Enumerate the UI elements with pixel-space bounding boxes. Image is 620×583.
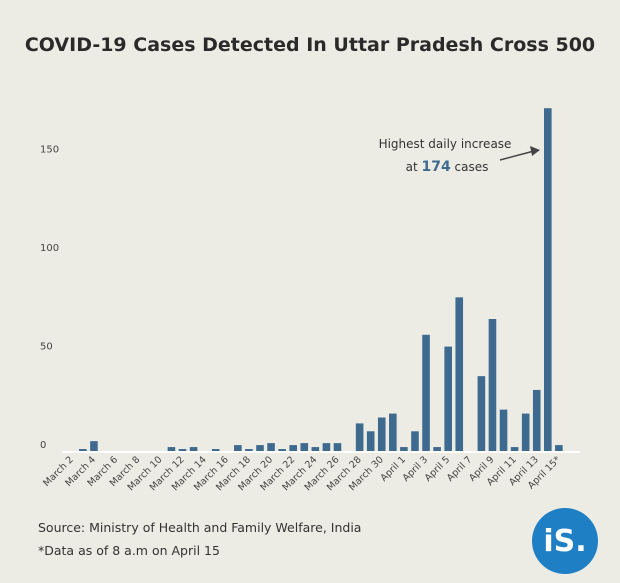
bar bbox=[433, 447, 441, 451]
bar bbox=[499, 409, 508, 451]
bar bbox=[278, 449, 286, 451]
annotation-line2: at 174 cases bbox=[406, 159, 489, 175]
bar bbox=[455, 297, 464, 451]
bar bbox=[267, 443, 275, 451]
bar bbox=[422, 334, 430, 451]
bar bbox=[411, 431, 419, 451]
bar bbox=[544, 108, 552, 451]
bar bbox=[555, 445, 563, 451]
bar bbox=[300, 443, 309, 451]
bar bbox=[400, 447, 408, 451]
source-note: Source: Ministry of Health and Family We… bbox=[38, 520, 362, 535]
bar bbox=[322, 443, 331, 451]
y-tick-label: 150 bbox=[40, 145, 59, 156]
bar bbox=[311, 447, 320, 451]
y-tick-label: 50 bbox=[40, 342, 53, 353]
bar bbox=[488, 319, 497, 451]
bar bbox=[79, 449, 87, 451]
bar bbox=[366, 431, 375, 451]
bar bbox=[389, 413, 397, 451]
bar bbox=[211, 449, 220, 451]
bar bbox=[333, 443, 342, 451]
bar bbox=[377, 417, 386, 451]
bar bbox=[289, 445, 297, 451]
bar bbox=[521, 413, 530, 451]
bar bbox=[532, 389, 541, 451]
bar bbox=[510, 447, 519, 451]
chart-title: COVID-19 Cases Detected In Uttar Pradesh… bbox=[24, 34, 596, 56]
bar bbox=[189, 447, 198, 451]
data-note: *Data as of 8 a.m on April 15 bbox=[38, 543, 220, 558]
bar bbox=[178, 449, 187, 451]
y-tick-label: 100 bbox=[40, 243, 59, 254]
annotation-line1: Highest daily increase bbox=[379, 137, 512, 151]
brand-logo: iS. bbox=[532, 508, 598, 574]
bar bbox=[256, 445, 264, 451]
bar bbox=[245, 449, 253, 451]
bar bbox=[355, 423, 364, 451]
annotation-arrow-head bbox=[530, 146, 541, 156]
annotation-arrow-line bbox=[499, 150, 535, 161]
bar bbox=[234, 445, 242, 451]
bar bbox=[167, 447, 176, 451]
bar bbox=[477, 376, 486, 451]
bar bbox=[90, 441, 98, 451]
y-tick-label: 0 bbox=[40, 440, 46, 451]
bar bbox=[444, 346, 452, 451]
